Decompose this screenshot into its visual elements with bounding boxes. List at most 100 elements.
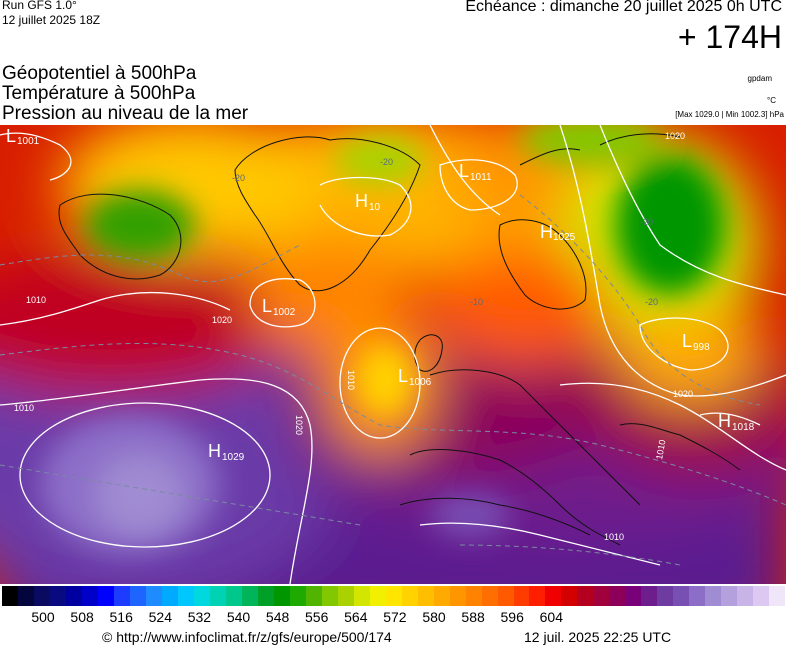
title-geopotential: Géopotentiel à 500hPa bbox=[2, 63, 197, 84]
source-credit: © http://www.infoclimat.fr/z/gfs/europe/… bbox=[102, 629, 392, 645]
color-scale-tick: 564 bbox=[344, 609, 368, 625]
weather-map: L 1001 L 1002 L 1006 L 1011 L 998 H 1029… bbox=[0, 125, 786, 584]
geopotential-field: L 1001 L 1002 L 1006 L 1011 L 998 H 1029… bbox=[0, 125, 786, 584]
svg-text:-20: -20 bbox=[232, 173, 245, 183]
low-center: L bbox=[682, 331, 692, 351]
color-scale-swatch bbox=[481, 586, 498, 606]
color-scale-swatch bbox=[385, 586, 402, 606]
low-center-value: 1006 bbox=[409, 377, 432, 388]
high-center: H bbox=[718, 411, 731, 431]
color-scale-swatch bbox=[625, 586, 642, 606]
svg-text:-20: -20 bbox=[645, 297, 658, 307]
svg-text:1010: 1010 bbox=[26, 295, 46, 305]
title-pressure: Pression au niveau de la mer bbox=[2, 103, 249, 124]
color-scale-swatch bbox=[49, 586, 66, 606]
color-scale-swatch bbox=[113, 586, 130, 606]
svg-text:1010: 1010 bbox=[14, 403, 34, 413]
title-temperature: Température à 500hPa bbox=[2, 83, 196, 104]
color-scale-swatch bbox=[257, 586, 274, 606]
run-date: 12 juillet 2025 18Z bbox=[2, 13, 101, 27]
color-scale-swatch bbox=[657, 586, 674, 606]
color-scale-tick: 580 bbox=[422, 609, 446, 625]
color-scale-swatch bbox=[769, 586, 786, 606]
color-scale-swatch bbox=[753, 586, 770, 606]
color-scale-tick: 556 bbox=[305, 609, 329, 625]
svg-text:-20: -20 bbox=[380, 157, 393, 167]
low-center: L bbox=[398, 366, 408, 386]
color-scale-swatch bbox=[225, 586, 242, 606]
unit-celsius: °C bbox=[767, 96, 776, 105]
high-center: H bbox=[540, 222, 553, 242]
color-scale-swatch bbox=[737, 586, 754, 606]
color-scale-swatch bbox=[497, 586, 514, 606]
color-scale-bar bbox=[2, 586, 786, 606]
color-scale-swatch bbox=[705, 586, 722, 606]
color-scale-swatch bbox=[177, 586, 194, 606]
color-scale-swatch bbox=[689, 586, 706, 606]
svg-text:1020: 1020 bbox=[212, 315, 232, 325]
color-scale-swatch bbox=[337, 586, 354, 606]
color-scale-swatch bbox=[17, 586, 34, 606]
high-center: H bbox=[355, 191, 368, 211]
color-scale-swatch bbox=[289, 586, 306, 606]
color-scale-swatch bbox=[513, 586, 530, 606]
color-scale-tick: 540 bbox=[226, 609, 251, 625]
generation-time: 12 juil. 2025 22:25 UTC bbox=[524, 629, 672, 645]
isotherms bbox=[0, 194, 786, 566]
color-scale-swatch bbox=[369, 586, 386, 606]
color-scale-swatch bbox=[417, 586, 434, 606]
unit-gpdam: gpdam bbox=[747, 74, 772, 83]
color-scale-swatch bbox=[193, 586, 210, 606]
color-scale-swatch bbox=[465, 586, 482, 606]
color-scale-swatch bbox=[529, 586, 546, 606]
color-scale-swatch bbox=[721, 586, 738, 606]
low-center: L bbox=[262, 296, 272, 316]
color-scale-tick: 516 bbox=[109, 609, 133, 625]
svg-text:1010: 1010 bbox=[604, 532, 624, 542]
color-scale-swatch bbox=[321, 586, 338, 606]
pressure-centers: L 1001 L 1002 L 1006 L 1011 L 998 H 1029… bbox=[6, 126, 755, 463]
low-center-value: 1011 bbox=[470, 172, 492, 183]
forecast-valid-time: Echéance : dimanche 20 juillet 2025 0h U… bbox=[465, 0, 782, 15]
isotherm-labels: -20 -20 -20 -20 -10 bbox=[232, 157, 658, 307]
color-scale-swatch bbox=[561, 586, 578, 606]
color-scale-tick: 604 bbox=[539, 609, 563, 625]
color-scale-swatch bbox=[209, 586, 226, 606]
svg-text:1020: 1020 bbox=[673, 389, 693, 399]
color-scale-tick: 532 bbox=[187, 609, 212, 625]
color-scale-swatch bbox=[33, 586, 50, 606]
run-label: Run GFS 1.0° bbox=[2, 0, 77, 12]
color-scale-tick: 548 bbox=[265, 609, 290, 625]
color-scale-swatch bbox=[81, 586, 98, 606]
color-scale-swatch bbox=[401, 586, 418, 606]
color-scale-swatch bbox=[577, 586, 594, 606]
color-scale-swatch bbox=[145, 586, 162, 606]
color-scale-swatch bbox=[545, 586, 562, 606]
svg-text:1010: 1010 bbox=[654, 439, 667, 460]
low-center: L bbox=[6, 126, 16, 146]
low-center: L bbox=[459, 161, 469, 181]
color-scale-tick: 500 bbox=[31, 609, 55, 625]
max-min-pressure: [Max 1029.0 | Min 1002.3] hPa bbox=[675, 110, 784, 119]
svg-text:-10: -10 bbox=[470, 297, 483, 307]
color-scale-swatch bbox=[2, 586, 18, 606]
color-scale-swatch bbox=[673, 586, 690, 606]
high-center: H bbox=[208, 441, 221, 461]
coastlines bbox=[58, 133, 741, 546]
color-scale-swatch bbox=[97, 586, 114, 606]
color-scale-swatch bbox=[129, 586, 146, 606]
high-center-value: 1018 bbox=[732, 422, 755, 433]
svg-text:1020: 1020 bbox=[294, 415, 304, 435]
svg-text:-20: -20 bbox=[640, 217, 653, 227]
color-scale-swatch bbox=[65, 586, 82, 606]
color-scale-swatch bbox=[593, 586, 610, 606]
high-center-value: 10 bbox=[369, 202, 381, 213]
color-scale-swatch bbox=[161, 586, 178, 606]
high-center-value: 1025 bbox=[553, 232, 576, 243]
color-scale-swatch bbox=[353, 586, 370, 606]
color-scale-tick: 524 bbox=[148, 609, 172, 625]
low-center-value: 1002 bbox=[273, 307, 296, 318]
color-scale-swatch bbox=[609, 586, 626, 606]
color-scale-swatch bbox=[433, 586, 450, 606]
